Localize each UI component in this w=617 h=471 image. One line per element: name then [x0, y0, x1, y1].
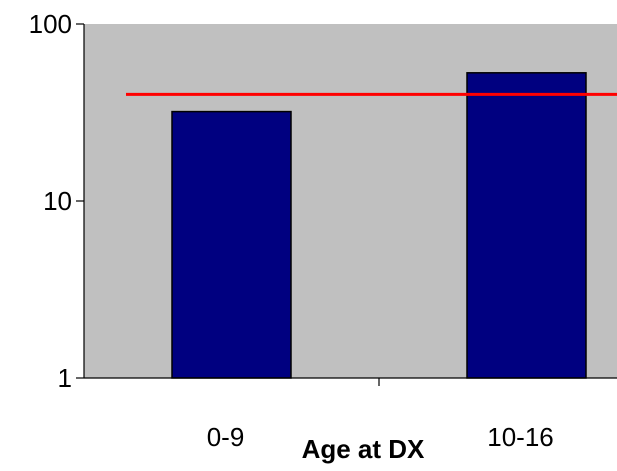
y-tick-label: 1: [58, 363, 72, 393]
y-ticks-layer: 100 10 1: [29, 9, 84, 393]
bars-layer: [171, 72, 587, 379]
bar-10-16: [466, 72, 587, 379]
y-tick-label: 10: [43, 186, 72, 216]
y-tick-label: 100: [29, 9, 72, 39]
x-category-label: 10-16: [487, 422, 554, 452]
x-axis-title: Age at DX: [302, 434, 425, 464]
bar-0-9: [171, 110, 292, 379]
x-ticks-layer: 0-9 10-16: [207, 378, 554, 452]
x-category-label: 0-9: [207, 422, 245, 452]
